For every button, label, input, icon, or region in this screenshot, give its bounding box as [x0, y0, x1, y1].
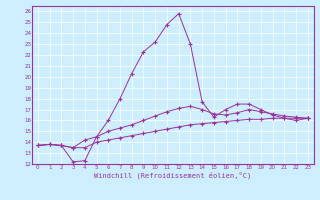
X-axis label: Windchill (Refroidissement éolien,°C): Windchill (Refroidissement éolien,°C) — [94, 171, 252, 179]
